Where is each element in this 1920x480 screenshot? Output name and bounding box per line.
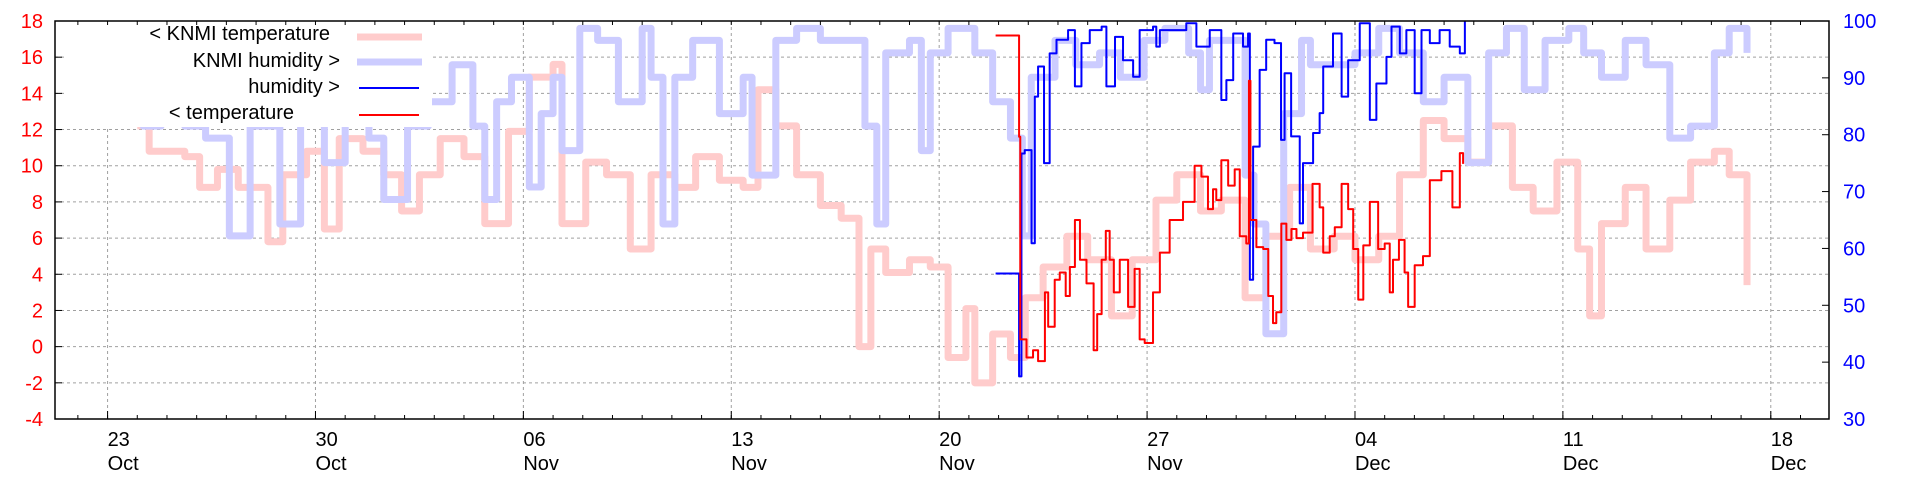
- x-tick-label-month: Oct: [315, 453, 347, 475]
- y-right-tick-label: 90: [1843, 68, 1865, 90]
- x-tick-label-day: 04: [1355, 429, 1377, 451]
- x-tick-label-day: 20: [939, 429, 961, 451]
- y-left-tick-label: 10: [21, 156, 43, 178]
- y-left-tick-label: -2: [25, 373, 43, 395]
- y-left-tick-label: 14: [21, 83, 43, 105]
- y-left-tick-label: -4: [25, 409, 43, 431]
- series-layer: [134, 21, 1751, 387]
- humidity-line: [995, 21, 1466, 378]
- x-tick-label-month: Oct: [108, 453, 140, 475]
- y-right-tick-label: 40: [1843, 352, 1865, 374]
- x-tick-label-day: 06: [523, 429, 545, 451]
- y-right-tick-label: 60: [1843, 238, 1865, 260]
- plot-border: [54, 20, 1830, 420]
- temperature-line: [995, 34, 1465, 363]
- x-tick-label-month: Dec: [1771, 453, 1807, 475]
- y-left-tick-label: 12: [21, 120, 43, 142]
- legend: < KNMI temperature KNMI humidity > humid…: [66, 21, 432, 127]
- x-tick-label-day: 23: [108, 429, 130, 451]
- legend-label-knmi-humidity: KNMI humidity >: [193, 50, 340, 72]
- legend-label-temperature: < temperature: [169, 102, 294, 124]
- x-tick-label-month: Dec: [1355, 453, 1391, 475]
- y-left-tick-label: 0: [32, 337, 43, 359]
- x-tick-label-month: Nov: [1147, 453, 1183, 475]
- y-right-tick-label: 30: [1843, 409, 1865, 431]
- y-left-tick-label: 2: [32, 300, 43, 322]
- x-tick-label-day: 18: [1771, 429, 1793, 451]
- y-right-tick-label: 70: [1843, 182, 1865, 204]
- y-left-tick-label: 4: [32, 264, 43, 286]
- y-right-tick-label: 80: [1843, 125, 1865, 147]
- axes: -4-20246810121416183040506070809010023Oc…: [21, 11, 1877, 475]
- legend-label-humidity: humidity >: [248, 76, 340, 98]
- y-right-tick-label: 100: [1843, 11, 1876, 33]
- x-tick-label-month: Nov: [523, 453, 559, 475]
- x-tick-label-day: 27: [1147, 429, 1169, 451]
- x-tick-label-day: 30: [315, 429, 337, 451]
- y-right-tick-label: 50: [1843, 295, 1865, 317]
- y-left-tick-label: 8: [32, 192, 43, 214]
- y-left-tick-label: 18: [21, 11, 43, 33]
- x-tick-label-day: 13: [731, 429, 753, 451]
- x-tick-label-month: Dec: [1563, 453, 1599, 475]
- x-tick-label-month: Nov: [939, 453, 975, 475]
- legend-label-knmi-temperature: < KNMI temperature: [149, 23, 330, 45]
- x-tick-label-day: 11: [1563, 429, 1584, 451]
- x-tick-label-month: Nov: [731, 453, 767, 475]
- y-left-tick-label: 16: [21, 47, 43, 69]
- y-left-tick-label: 6: [32, 228, 43, 250]
- knmi-humidity-line: [134, 24, 1751, 338]
